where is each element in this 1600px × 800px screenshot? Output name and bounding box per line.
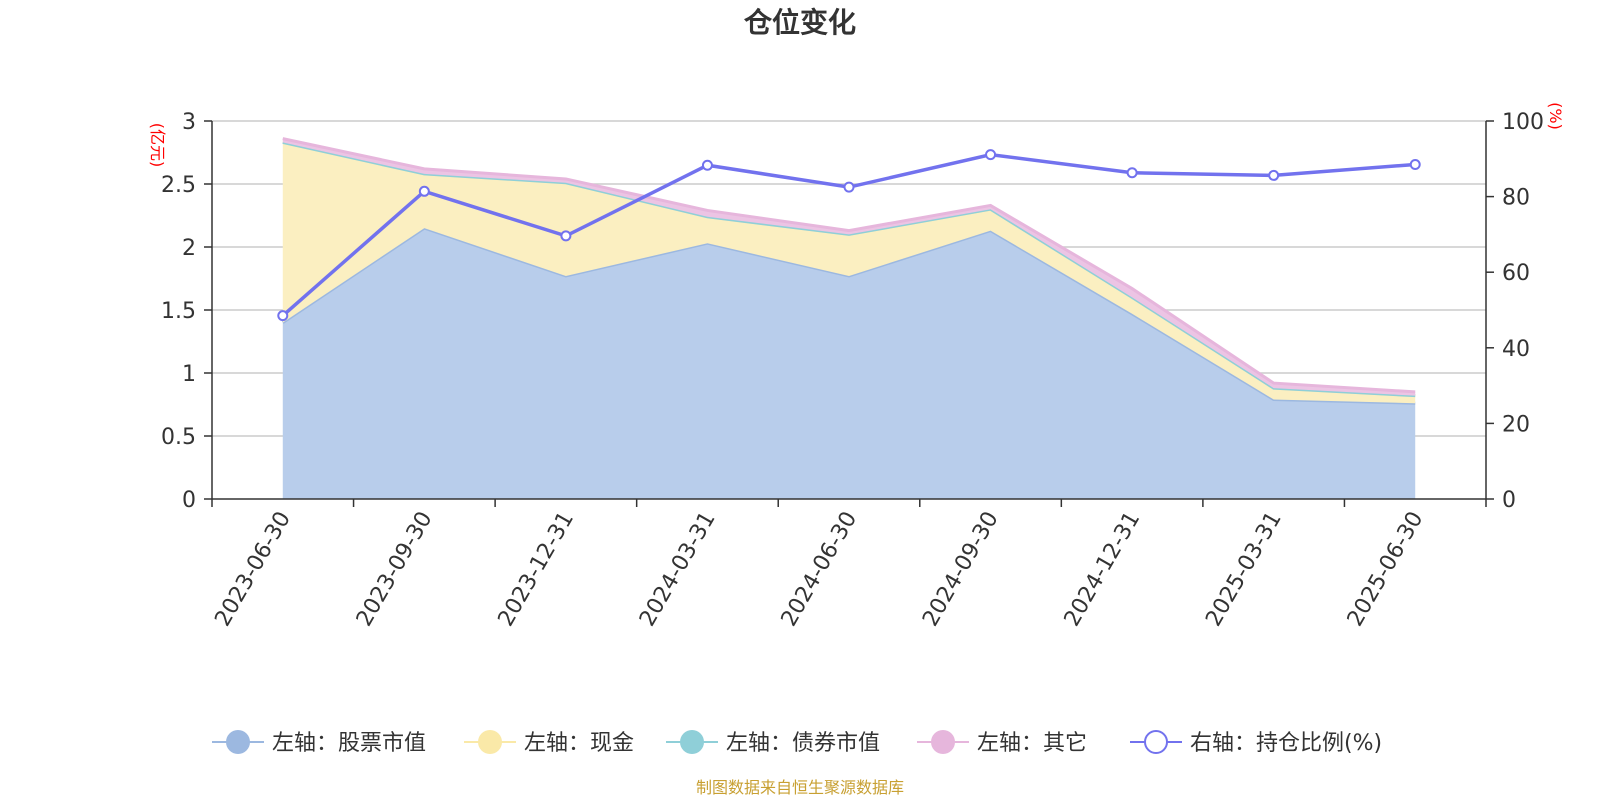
left-tick-label: 0 [182,488,196,513]
area-edge-4 [282,137,1416,394]
ratio-point [843,181,855,193]
x-tick-label: 2023-12-31 [494,508,580,631]
ratio-point [1409,158,1421,170]
left-tick-label: 1.5 [161,299,196,324]
x-tick-label: 2025-06-30 [1343,508,1429,631]
legend: 左轴：股票市值 左轴：现金 左轴：债券市值 左轴：其它 右轴：持仓比例(%) [212,730,1382,756]
ratio-point [985,149,997,161]
legend-label: 左轴：股票市值 [272,731,426,756]
right-tick-label: 100 [1502,110,1544,135]
legend-marker [226,730,250,754]
left-tick-label: 0.5 [161,425,196,450]
legend-label: 左轴：现金 [524,731,634,756]
x-tick-label: 2024-09-30 [918,508,1004,631]
x-tick-label: 2023-06-30 [210,508,296,631]
x-tick-label: 2024-06-30 [777,508,863,631]
source-note: 制图数据来自恒生聚源数据库 [696,778,904,797]
x-tick-label: 2024-03-31 [635,508,721,631]
legend-item: 右轴：持仓比例(%) [1130,730,1382,756]
ratio-line-series [277,149,1421,322]
right-tick-label: 80 [1502,186,1530,211]
chart-title: 仓位变化 [744,6,856,39]
left-axis-unit: (亿元) [148,123,167,168]
legend-item: 左轴：现金 [464,730,634,756]
legend-item: 左轴：其它 [917,730,1087,756]
left-tick-label: 2 [182,236,196,261]
right-tick-label: 40 [1502,337,1530,362]
legend-marker [1144,730,1168,754]
x-tick-label: 2024-12-31 [1060,508,1146,631]
right-tick-label: 0 [1502,488,1516,513]
ratio-point [560,230,572,242]
legend-label: 左轴：债券市值 [726,731,880,756]
legend-label: 左轴：其它 [977,731,1087,756]
x-tick-label: 2025-03-31 [1201,508,1287,631]
legend-item: 左轴：债券市值 [666,730,880,756]
ratio-point [701,159,713,171]
x-tick-label: 2023-09-30 [352,508,438,631]
legend-item: 左轴：股票市值 [212,730,426,756]
legend-marker [680,730,704,754]
legend-label: 右轴：持仓比例(%) [1190,731,1382,756]
right-axis-unit: (%) [1546,102,1565,130]
ratio-point [418,185,430,197]
area-1 [282,228,1416,499]
legend-marker [931,730,955,754]
right-tick-label: 60 [1502,261,1530,286]
ratio-point [1126,167,1138,179]
area-2 [282,142,1416,404]
right-tick-label: 20 [1502,412,1530,437]
ratio-point [1268,169,1280,181]
left-tick-label: 2.5 [161,173,196,198]
left-tick-label: 3 [182,110,196,135]
left-tick-label: 1 [182,362,196,387]
ratio-point [277,310,289,322]
legend-marker [478,730,502,754]
area-series [281,137,1416,499]
